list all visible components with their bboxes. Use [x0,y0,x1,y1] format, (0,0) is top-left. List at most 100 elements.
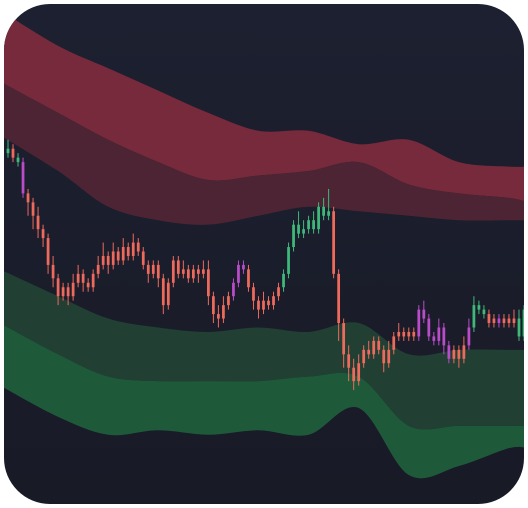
candle [262,291,265,315]
candle [442,323,446,355]
candle-body [31,202,35,216]
candle [186,264,190,283]
candle [342,318,346,368]
candle-body [357,363,361,382]
candle [362,345,366,368]
candle [207,260,210,306]
candle-body [81,273,85,283]
candle [51,255,55,288]
candle [66,282,70,306]
candle [397,323,401,341]
candle-body [352,367,356,382]
candle-body [106,255,110,265]
candle-body [302,229,305,234]
candle [332,206,336,279]
candle [517,309,521,341]
candle [387,340,391,368]
candle-body [322,206,325,216]
candle [352,358,356,391]
candle [76,264,80,288]
candle [181,260,185,279]
candle-body [327,211,330,216]
candle-body [21,162,25,194]
candle-body [467,327,471,346]
candle [367,340,371,359]
candle [232,278,235,301]
candle [237,260,240,288]
candle [307,215,310,234]
candle [427,314,431,341]
candle [121,238,125,265]
candle [282,269,285,292]
candle-body [26,193,30,203]
candle-body [312,220,315,230]
candle [36,206,40,239]
candle [16,153,20,167]
candle-body [287,247,290,274]
candle [462,336,466,364]
candle [6,139,10,158]
candle-body [11,148,15,158]
candle-body [36,215,40,230]
candle [302,220,305,239]
candle-body [217,314,220,319]
candle-body [176,260,180,274]
candle [146,260,150,283]
candle-body [166,282,170,306]
candle [492,314,496,328]
candle-body [317,206,320,230]
candles-layer [6,139,524,391]
candle-body [372,340,376,355]
candle-body [477,305,481,310]
candle [86,278,90,292]
candle [46,233,50,274]
candle-body [91,273,95,288]
candle-body [487,314,491,324]
candle-body [76,273,80,283]
candle [136,238,140,256]
candle-body [482,309,486,315]
candle-body [342,323,346,355]
candle-body [297,224,300,234]
candle-body [86,282,90,288]
candle-body [392,336,396,350]
candle [26,188,30,216]
candle [191,264,195,283]
candle-body [51,264,55,279]
candle-body [232,282,235,297]
candle [502,314,506,328]
candle-body [191,269,195,279]
candle-body [452,349,456,359]
candle-body [517,318,521,337]
candle [277,282,280,301]
candle [31,197,35,230]
candle [247,264,250,292]
candle-body [227,296,230,306]
candle-body [136,242,140,252]
candle-body [472,305,476,328]
candle-body [181,269,185,274]
candle-body [257,300,260,310]
candle-body [512,318,516,324]
candle-body [447,345,451,359]
candle-body [151,264,155,274]
candle-body [46,238,50,265]
candle [437,318,441,346]
candle-body [412,331,416,337]
candle-body [71,282,75,297]
candle [61,282,65,301]
candle-body [492,318,496,324]
candle [347,345,351,382]
candle-body [437,327,441,341]
candle-body [121,247,125,261]
candle [106,251,110,274]
upper-band-outer [4,10,524,203]
candle-body [417,309,421,337]
candle [297,211,300,239]
candle-body [462,345,466,359]
candle [407,327,411,341]
candle-body [61,287,65,297]
candle [412,327,416,341]
